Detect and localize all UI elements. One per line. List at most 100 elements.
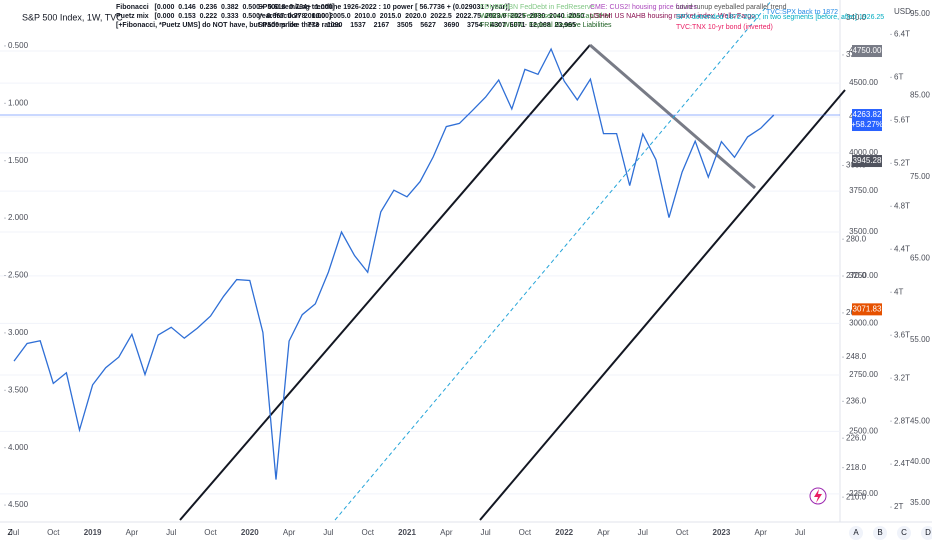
y-tick-label: 2.4T	[894, 459, 910, 468]
trend-line	[179, 44, 591, 521]
y-tick-label: 4T	[894, 287, 903, 296]
annotation: Puetz mix [0.000 0.153 0.222 0.333 0.500…	[116, 13, 331, 20]
x-tick-label: 2023	[713, 528, 731, 537]
ui-button-label: B	[877, 528, 882, 537]
y-tick-label: 85.00	[910, 90, 931, 99]
x-tick-label: Jul	[323, 528, 333, 537]
ui-button-label: C	[901, 528, 907, 537]
y-tick-label: 1.000	[8, 98, 29, 107]
x-tick-label: Oct	[204, 528, 217, 537]
y-tick-label: 40.00	[910, 457, 931, 466]
price-marker-label: 4750.00	[853, 46, 882, 55]
trend-line	[479, 89, 846, 521]
y-tick-label: 2.8T	[894, 416, 910, 425]
annotation: SP500 semiLog trendline 1926-2022 : 10 p…	[258, 4, 510, 11]
y-tick-label: 6.4T	[894, 29, 910, 38]
y-tick-label: 1.500	[8, 156, 29, 165]
y-tick-label: 4.8T	[894, 201, 910, 210]
x-tick-label: Oct	[361, 528, 374, 537]
y-tick-label: 4.000	[8, 443, 29, 452]
price-line	[13, 47, 775, 480]
x-tick-label: Oct	[47, 528, 60, 537]
y-tick-label: 3.2T	[894, 373, 910, 382]
y-tick-label: 3250.00	[849, 271, 878, 280]
ui-button-bg	[921, 526, 932, 540]
x-tick-label: Jul	[166, 528, 176, 537]
annotation: SP500 price 773 1090 1537 2167 3505 5627…	[258, 22, 576, 29]
y-tick-label: 0.500	[8, 41, 29, 50]
y-tick-label: 3.500	[8, 385, 29, 394]
y-tick-label: 95.00	[910, 9, 931, 18]
trend-line	[589, 43, 756, 190]
alert-icon	[814, 489, 822, 503]
corner-label: Z	[8, 528, 13, 537]
y-tick-label: 248.0	[846, 352, 867, 361]
y-tick-label: 3.000	[8, 328, 29, 337]
ui-button[interactable]: A	[849, 526, 863, 540]
y-tick-label: 45.00	[910, 416, 931, 425]
x-tick-label: Apr	[283, 528, 296, 537]
ui-button[interactable]: B	[873, 526, 887, 540]
y-tick-label: 6T	[894, 72, 903, 81]
y-tick-label: 4.4T	[894, 244, 910, 253]
x-tick-label: Jul	[638, 528, 648, 537]
chart-title: S&P 500 Index, 1W, TVC	[22, 12, 123, 22]
x-tick-label: Apr	[597, 528, 610, 537]
price-marker	[852, 303, 882, 316]
y-tick-label: 3000.00	[849, 318, 878, 327]
y-tick-label: 3750.00	[849, 186, 878, 195]
x-tick-label: 2021	[398, 528, 416, 537]
annotation: FDHBFRBN FedDebt in FedReserve	[480, 4, 594, 11]
x-tick-label: Jul	[795, 528, 805, 537]
annotation: WRBWFRBL FedReserve Liab&CapOther	[480, 13, 612, 20]
ui-button-bg	[849, 526, 863, 540]
y-tick-label: 226.0	[846, 433, 867, 442]
annotation: FRED: WLFN - Federal Reserve Liabilities	[480, 22, 612, 29]
y-tick-label: 218.0	[846, 463, 867, 472]
y-tick-label: 2750.00	[849, 370, 878, 379]
y-tick-label: 270.0	[846, 271, 867, 280]
y-tick-label: 2T	[894, 502, 903, 511]
ui-button-bg	[897, 526, 911, 540]
y-tick-label: 2250.00	[849, 489, 878, 498]
annotation: TVC:SPX back to 1872	[766, 9, 838, 16]
price-marker	[852, 109, 882, 132]
x-tick-label: Apr	[754, 528, 767, 537]
y-tick-label: 65.00	[910, 253, 931, 262]
y-tick-label: 340.0	[846, 13, 867, 22]
y-tick-label: 35.00	[910, 498, 931, 507]
y-tick-label: 3.6T	[894, 330, 910, 339]
trend-line	[334, 0, 773, 521]
x-tick-label: 2022	[555, 528, 573, 537]
y-tick-label: 236.0	[846, 396, 867, 405]
ui-button-label: D	[925, 528, 931, 537]
ui-button-label: A	[853, 528, 859, 537]
y-tick-label: 2500.00	[849, 427, 878, 436]
annotation: SPX detrended 1872-2020, in two segments…	[676, 14, 884, 21]
y-tick-label: 4000.00	[849, 148, 878, 157]
y-tick-label: 5.2T	[894, 158, 910, 167]
price-marker-label: 3071.83	[853, 304, 882, 313]
x-tick-label: Jul	[9, 528, 19, 537]
annotation: [+Fibonacci, *Puetz UMS] do NOT have, bu…	[116, 22, 341, 29]
price-change-label: +58.27%	[851, 120, 883, 129]
y-tick-label: 2.500	[8, 271, 29, 280]
annotation: TVC:TNX 10-yr bond (inverted)	[676, 24, 773, 31]
y-tick-label: 5.6T	[894, 115, 910, 124]
x-tick-label: Oct	[519, 528, 532, 537]
x-tick-label: 2020	[241, 528, 259, 537]
annotation: Fibonacci [0.000 0.146 0.236 0.382 0.500…	[116, 4, 335, 11]
y-tick-label: 2.000	[8, 213, 29, 222]
x-tick-label: Oct	[676, 528, 689, 537]
annotation: CME: CUS2! housing price futures	[590, 4, 697, 11]
ui-button[interactable]: D	[921, 526, 932, 540]
y-tick-label: 75.00	[910, 172, 931, 181]
annotation: covid runup eyeballed parallel trend	[676, 4, 787, 11]
price-marker-label: 3945.28	[853, 156, 882, 165]
annotation: year fraction 2000.0 2005.0 2010.0 2015.…	[258, 13, 584, 20]
ui-button[interactable]: C	[897, 526, 911, 540]
price-marker	[852, 155, 882, 168]
alert-icon[interactable]	[809, 487, 827, 505]
